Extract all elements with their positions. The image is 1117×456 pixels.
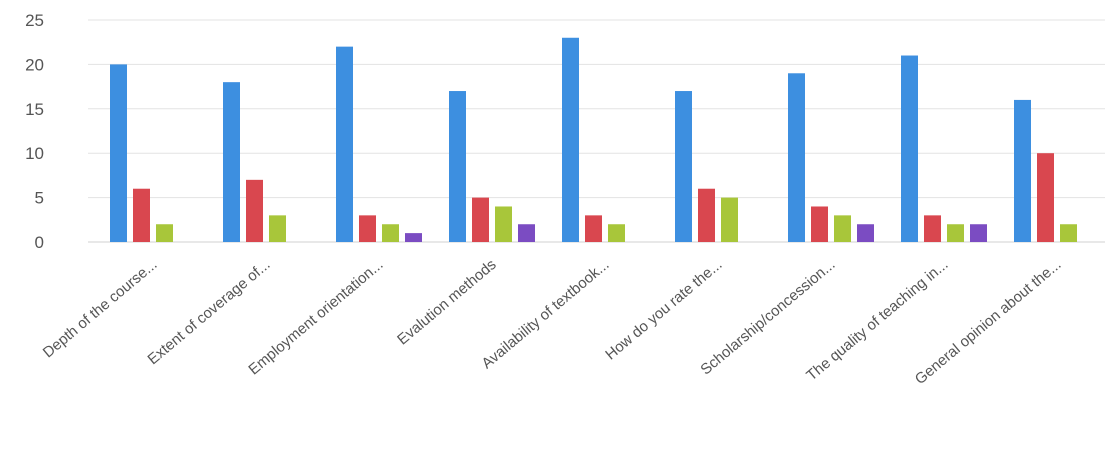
x-category-label: Depth of the course... <box>40 256 161 361</box>
bar-series2-cat7 <box>811 206 828 242</box>
bar-series2-cat8 <box>924 215 941 242</box>
y-tick-label: 0 <box>35 233 44 252</box>
bars <box>110 37 1077 243</box>
bar-series2-cat5 <box>585 215 602 242</box>
bar-series1-cat1 <box>110 64 127 243</box>
bar-series1-cat9 <box>1014 99 1031 242</box>
y-tick-label: 20 <box>25 55 44 74</box>
bar-series2-cat4 <box>472 197 489 242</box>
y-tick-label: 15 <box>25 100 44 119</box>
bar-series1-cat5 <box>562 37 579 243</box>
bar-series3-cat2 <box>269 215 286 242</box>
y-axis-ticks: 0 5 10 15 20 25 <box>25 11 44 252</box>
bar-series3-cat9 <box>1060 224 1077 242</box>
bar-series1-cat4 <box>449 91 466 242</box>
bar-series3-cat6 <box>721 197 738 242</box>
bar-series3-cat1 <box>156 224 173 242</box>
x-category-label: Evalution methods <box>394 256 499 348</box>
x-category-label: Extent of coverage of... <box>144 256 273 368</box>
grid <box>88 19 1105 243</box>
y-tick-label: 10 <box>25 144 44 163</box>
bar-series4-cat8 <box>970 224 987 242</box>
bar-series1-cat8 <box>901 55 918 242</box>
bar-series3-cat4 <box>495 206 512 242</box>
bar-series4-cat3 <box>405 233 422 242</box>
bar-series1-cat6 <box>675 91 692 242</box>
bar-series1-cat3 <box>336 46 353 242</box>
y-tick-label: 5 <box>35 189 44 208</box>
x-category-label: How do you rate the... <box>602 256 725 363</box>
bar-series3-cat8 <box>947 224 964 242</box>
bar-series2-cat6 <box>698 188 715 242</box>
bar-series4-cat7 <box>857 224 874 242</box>
bar-series2-cat1 <box>133 188 150 242</box>
bar-series3-cat5 <box>608 224 625 242</box>
bar-series3-cat7 <box>834 215 851 242</box>
bar-series4-cat4 <box>518 224 535 242</box>
bar-series1-cat7 <box>788 73 805 242</box>
bar-series2-cat2 <box>246 179 263 242</box>
bar-series2-cat9 <box>1037 153 1054 242</box>
x-category-label: Availability of textbook... <box>479 256 613 372</box>
bar-series2-cat3 <box>359 215 376 242</box>
y-tick-label: 25 <box>25 11 44 30</box>
bar-series3-cat3 <box>382 224 399 242</box>
bar-series1-cat2 <box>223 82 240 242</box>
x-axis-labels: Depth of the course...Extent of coverage… <box>40 256 1065 388</box>
